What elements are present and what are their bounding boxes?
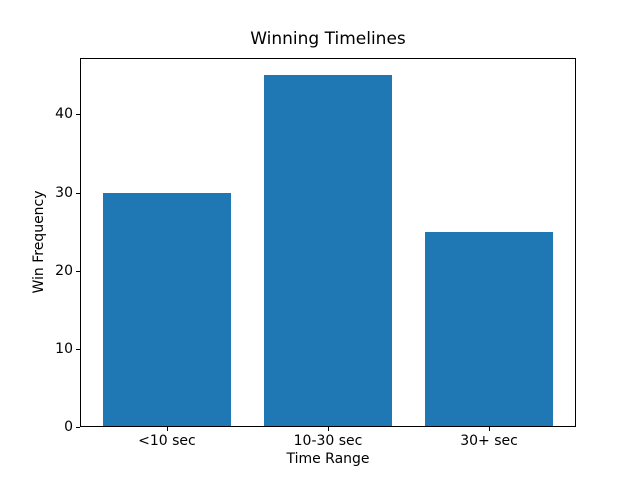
y-tick-label: 30 (55, 184, 73, 201)
y-tick-label: 40 (55, 106, 73, 123)
chart-title: Winning Timelines (250, 29, 406, 49)
y-tick-mark (76, 348, 80, 350)
bar (424, 231, 554, 428)
x-axis-label: Time Range (286, 451, 370, 467)
bar (263, 75, 393, 428)
x-tick-label: 10-30 sec (293, 433, 363, 450)
y-tick-mark (76, 270, 80, 272)
x-tick-label: 30+ sec (460, 433, 518, 450)
y-tick-label: 0 (64, 419, 73, 436)
y-tick-label: 20 (55, 262, 73, 279)
plot-area (80, 57, 576, 428)
bar (102, 192, 232, 428)
y-tick-mark (76, 114, 80, 116)
y-tick-mark (76, 427, 80, 429)
x-tick-mark (328, 427, 329, 432)
y-tick-label: 10 (55, 340, 73, 357)
x-tick-mark (489, 427, 491, 432)
x-tick-label: <10 sec (138, 433, 196, 450)
y-tick-mark (76, 192, 80, 194)
x-tick-mark (166, 427, 168, 432)
